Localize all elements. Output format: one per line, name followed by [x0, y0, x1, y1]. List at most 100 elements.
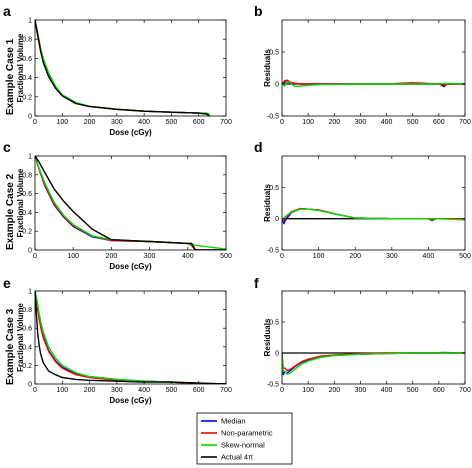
y-tick-label-e-4: 0.8: [22, 307, 32, 314]
x-tick-label-f-500: 500: [407, 387, 419, 394]
series-group-a: [35, 20, 211, 116]
x-tick-label-a-200: 200: [84, 119, 96, 126]
x-tick-label-c-400: 400: [182, 253, 194, 260]
series-line-b-skew-normal: [282, 81, 465, 88]
panel-letter-a: a: [3, 3, 11, 19]
x-tick-label-e-500: 500: [166, 387, 178, 394]
case-labels: Example Case 1 Example Case 2 Example Ca…: [5, 38, 16, 385]
y-tick-label-a-2: 0.4: [22, 75, 32, 82]
legend-label-median: Median: [221, 417, 246, 426]
x-tick-label-f-300: 300: [355, 387, 367, 394]
x-tick-label-b-0: 0: [280, 119, 284, 126]
y-tick-label-f-1: 0: [275, 351, 279, 358]
x-tick-label-d-0: 0: [280, 253, 284, 260]
panel-letter-e: e: [3, 275, 11, 291]
x-tick-label-b-600: 600: [433, 119, 445, 126]
y-tick-label-b-0: -0.5: [267, 114, 279, 121]
x-tick-label-f-100: 100: [302, 387, 314, 394]
panel-letter-f: f: [254, 275, 259, 291]
y-axis-label-b: Residuals: [263, 49, 272, 87]
series-line-e-median: [35, 291, 226, 384]
x-tick-label-e-100: 100: [56, 387, 68, 394]
series-line-f-non-parametric: [282, 352, 465, 372]
x-tick-label-f-700: 700: [459, 387, 471, 394]
y-tick-label-c-2: 0.4: [22, 210, 32, 217]
x-tick-label-c-0: 0: [33, 253, 37, 260]
y-tick-label-c-4: 0.8: [22, 172, 32, 179]
series-line-f-skew-normal: [282, 352, 465, 375]
x-tick-label-e-600: 600: [193, 387, 205, 394]
x-tick-label-d-300: 300: [386, 253, 398, 260]
x-tick-label-c-300: 300: [144, 253, 156, 260]
x-tick-label-b-400: 400: [381, 119, 393, 126]
x-tick-label-b-700: 700: [459, 119, 471, 126]
x-tick-label-e-300: 300: [111, 387, 123, 394]
y-tick-label-c-1: 0.2: [22, 229, 32, 236]
series-line-c-non-parametric: [35, 156, 226, 250]
x-tick-label-e-700: 700: [220, 387, 232, 394]
series-line-e-skew-normal: [35, 291, 226, 384]
x-tick-label-d-400: 400: [423, 253, 435, 260]
panel-a: a 0 100 200 300 400 500 600 700 0 0.2 0.4 0.6 0.8 1 Dos…: [3, 3, 232, 137]
axes-box-c: [34, 155, 227, 251]
legend-label-actual-4: Actual 4π: [221, 453, 253, 462]
x-tick-label-b-200: 200: [328, 119, 340, 126]
series-group-f: [282, 351, 465, 376]
x-tick-label-d-500: 500: [459, 253, 471, 260]
x-tick-label-a-0: 0: [33, 119, 37, 126]
series-line-e-actual-4: [35, 291, 226, 384]
x-tick-label-d-100: 100: [313, 253, 325, 260]
x-tick-label-f-600: 600: [433, 387, 445, 394]
y-tick-label-e-2: 0.4: [22, 344, 32, 351]
x-tick-label-a-300: 300: [111, 119, 123, 126]
series-group-b: [282, 79, 465, 88]
axes-box-f: [281, 290, 466, 385]
y-tick-label-b-2: 0.5: [269, 50, 279, 57]
x-tick-label-a-600: 600: [193, 119, 205, 126]
y-axis-label-c: Fractional Volume: [16, 168, 25, 237]
series-line-a-median: [35, 20, 211, 116]
panels: a0 100 200 300 400 500 600 70000.20.40.60.81Dos…: [3, 3, 471, 405]
x-tick-label-a-700: 700: [220, 119, 232, 126]
y-tick-label-e-0: 0: [28, 382, 32, 389]
y-tick-label-e-1: 0.2: [22, 363, 32, 370]
panel-e: e 0 100 200 300 400 500 600 700 0 0.2 0.4 0.6 0.8 1 Dos…: [3, 275, 232, 405]
case-label-2: Example Case 2: [5, 173, 16, 250]
series-line-c-median: [35, 156, 226, 250]
series-line-a-actual-4: [35, 20, 211, 116]
x-tick-label-c-200: 200: [106, 253, 118, 260]
series-line-c-actual-4: [35, 156, 226, 250]
x-tick-label-e-200: 200: [84, 387, 96, 394]
x-tick-label-b-500: 500: [407, 119, 419, 126]
y-tick-label-a-4: 0.8: [22, 37, 32, 44]
y-axis-label-a: Fractional Volume: [16, 33, 25, 102]
y-axis-label-e: Fractional Volume: [16, 303, 25, 372]
x-tick-label-d-200: 200: [349, 253, 361, 260]
x-tick-label-b-100: 100: [302, 119, 314, 126]
y-tick-label-f-2: 0.5: [269, 320, 279, 327]
series-line-a-non-parametric: [35, 20, 211, 116]
axes-box-e: [34, 290, 227, 385]
x-tick-label-f-0: 0: [280, 387, 284, 394]
x-tick-label-b-300: 300: [355, 119, 367, 126]
y-tick-label-d-1: 0: [275, 216, 279, 223]
y-axis-label-d: Residuals: [263, 184, 272, 222]
x-axis-label-c: Dose (cGy): [109, 262, 152, 271]
axes-box-d: [281, 155, 466, 251]
y-tick-label-c-5: 1: [28, 154, 32, 161]
legend: Median Non-parametric Skew-normal Actual 4π: [196, 412, 293, 465]
x-tick-label-e-400: 400: [138, 387, 150, 394]
series-line-e-non-parametric: [35, 291, 226, 384]
x-tick-label-a-500: 500: [166, 119, 178, 126]
y-tick-label-b-1: 0: [275, 82, 279, 89]
panel-letter-d: d: [254, 139, 263, 155]
legend-label-skew-normal: Skew-normal: [221, 441, 265, 450]
y-tick-label-e-5: 1: [28, 289, 32, 296]
axes-box-b: [281, 19, 466, 117]
x-tick-label-c-500: 500: [220, 253, 232, 260]
y-tick-label-d-2: 0.5: [269, 185, 279, 192]
series-group-c: [35, 156, 226, 250]
x-tick-label-f-200: 200: [328, 387, 340, 394]
